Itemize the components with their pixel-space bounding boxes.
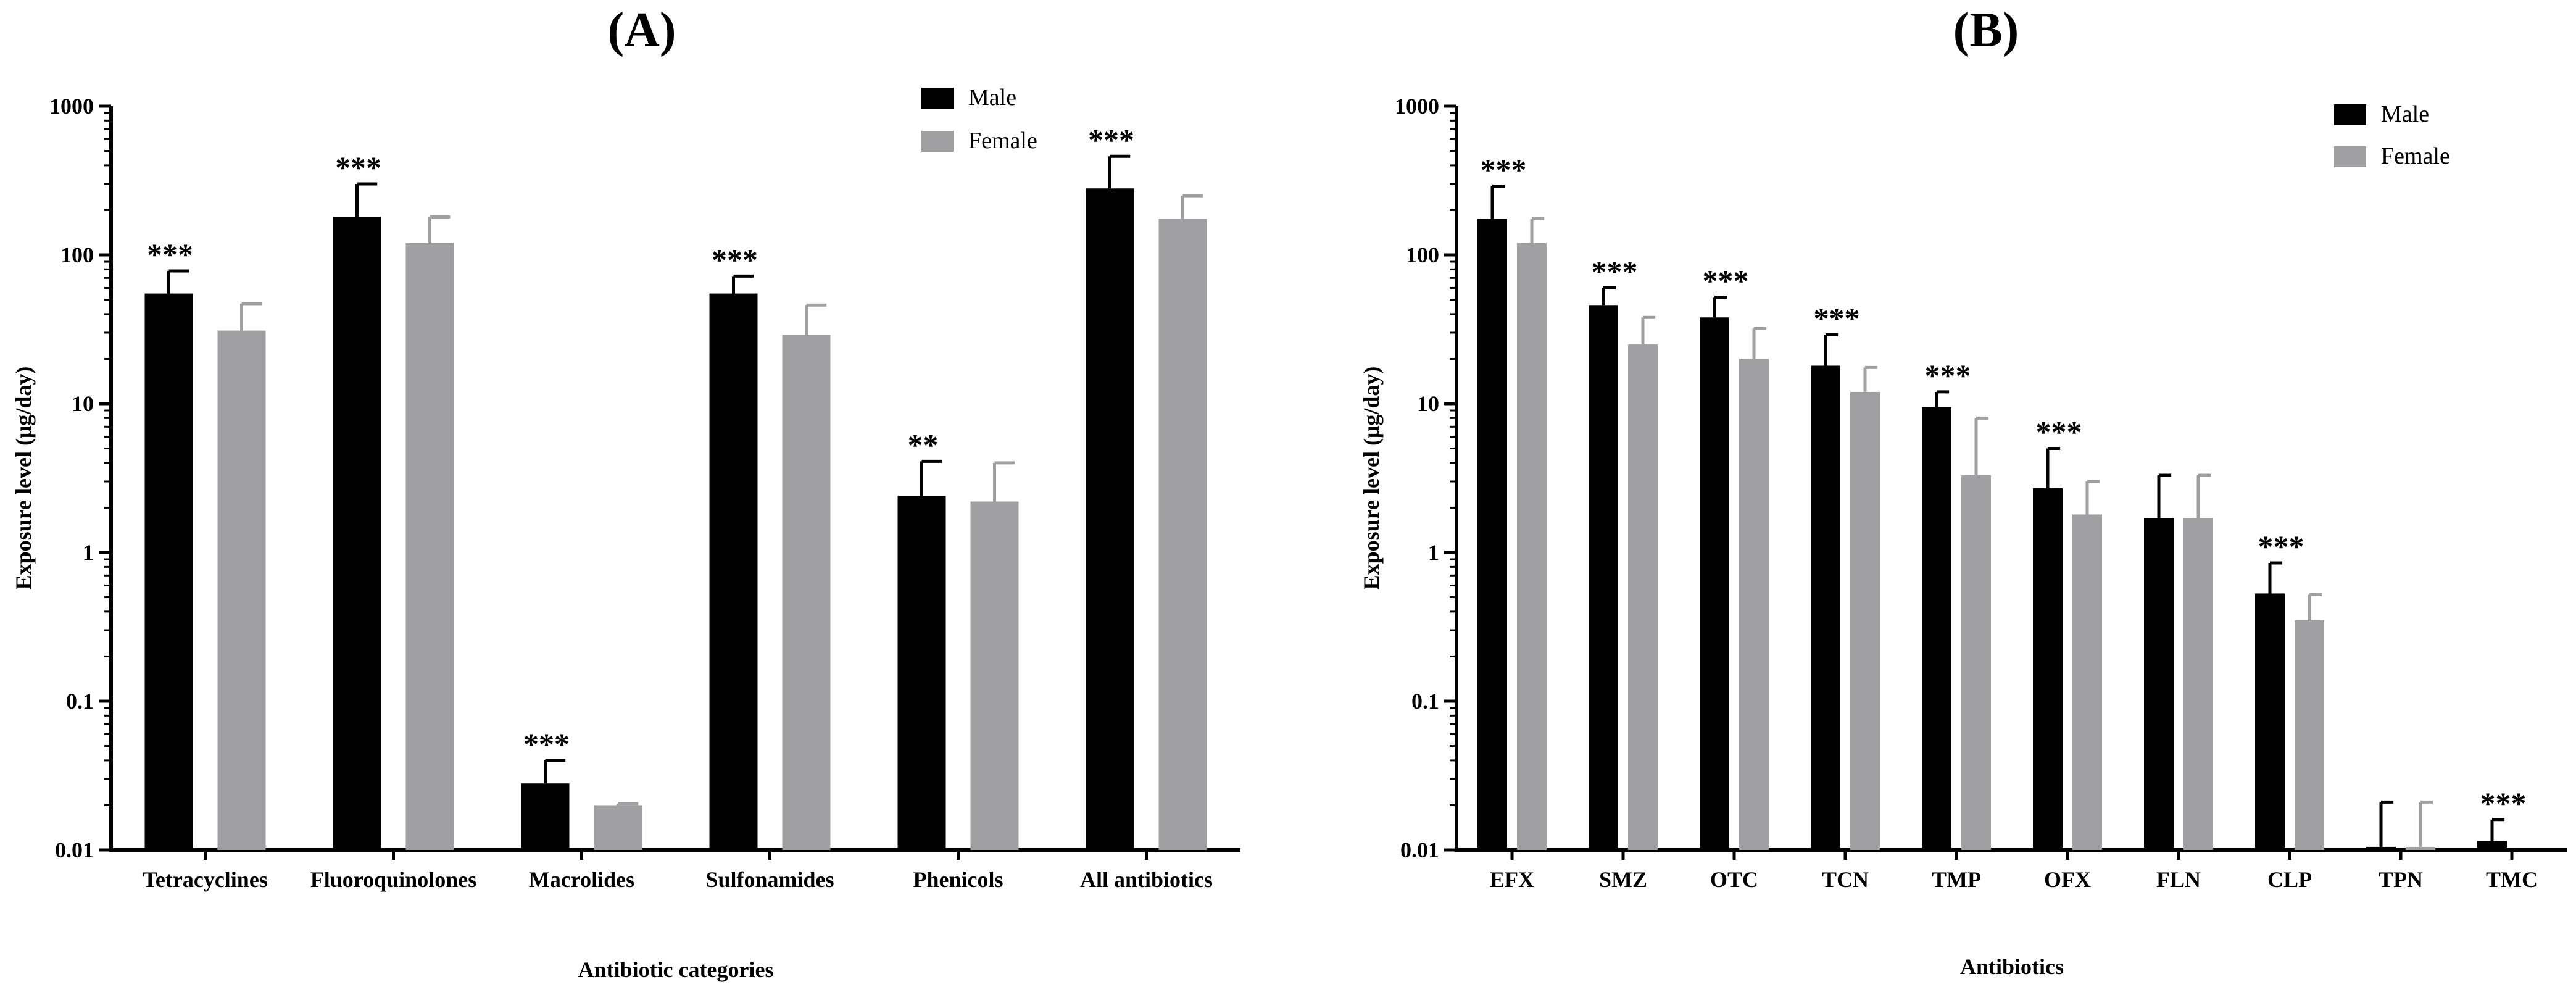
category-label: FLN <box>2156 867 2201 892</box>
category-label: OTC <box>1710 867 1758 892</box>
category-label: OFX <box>2044 867 2091 892</box>
bar-male <box>709 293 758 850</box>
category-label: All antibiotics <box>1080 867 1213 892</box>
significance-marker: *** <box>2258 529 2304 564</box>
bar-female <box>1628 344 1658 850</box>
significance-marker: *** <box>712 242 758 277</box>
bar-male <box>1811 365 1840 850</box>
category-label: Macrolides <box>529 867 634 892</box>
category-label: TMP <box>1932 867 1981 892</box>
significance-marker: *** <box>147 237 193 272</box>
category-label: TMC <box>2486 867 2538 892</box>
significance-marker: *** <box>523 726 570 761</box>
y-tick-label: 1 <box>83 540 94 565</box>
category-label: Sulfonamides <box>705 867 834 892</box>
y-tick-label: 1 <box>1428 540 1439 565</box>
legend: Male Female <box>921 85 1037 154</box>
significance-marker: *** <box>1592 254 1638 288</box>
significance-marker: *** <box>1814 301 1860 336</box>
bar-male <box>1589 305 1618 850</box>
significance-marker: *** <box>2480 786 2527 820</box>
chart-b: (B) 0.01 0.1 1 10 100 1000 Exposure level (μg/d… <box>1359 3 2567 979</box>
y-tick-label: 100 <box>1406 243 1439 267</box>
y-axis-title: Exposure level (μg/day) <box>1359 367 1384 590</box>
bar-female <box>2295 620 2324 850</box>
category-label: SMZ <box>1599 867 1647 892</box>
category-label: EFX <box>1490 867 1534 892</box>
bar-female <box>1517 243 1547 850</box>
bar-female <box>782 335 831 850</box>
significance-marker: *** <box>2036 415 2082 449</box>
bar-male <box>1700 317 1729 850</box>
category-label: Tetracyclines <box>143 867 268 892</box>
bar-male <box>1477 219 1507 850</box>
chart-a: (A) 0.01 0.1 1 10 100 1000 Exposure level (μg/d… <box>11 3 1240 982</box>
bar-male <box>2033 488 2063 850</box>
legend-label-female: Female <box>968 128 1037 154</box>
significance-marker: *** <box>1088 122 1134 157</box>
bar-female <box>217 330 266 850</box>
y-tick-label: 1000 <box>1395 94 1439 119</box>
legend-swatch-male <box>2334 104 2366 125</box>
bar-male <box>521 783 570 850</box>
panel-label: (A) <box>607 3 676 57</box>
significance-marker: *** <box>1925 358 1971 393</box>
legend-label-female: Female <box>2381 143 2450 169</box>
bar-male <box>333 217 381 850</box>
bar-male <box>897 496 946 850</box>
bar-male <box>2366 846 2396 850</box>
bar-male <box>2144 518 2174 850</box>
bar-male <box>1922 407 1951 850</box>
significance-marker: *** <box>1481 152 1527 187</box>
y-tick-label: 10 <box>1417 391 1439 416</box>
legend: Male Female <box>2334 101 2450 169</box>
bar-male <box>1086 188 1134 851</box>
significance-marker: ** <box>908 427 939 462</box>
category-label: TPN <box>2379 867 2423 892</box>
bar-male <box>2255 593 2285 850</box>
bar-female <box>1850 391 1880 850</box>
x-axis-title: Antibiotic categories <box>578 957 774 982</box>
significance-marker: *** <box>335 150 381 185</box>
significance-marker: *** <box>1703 263 1749 298</box>
bar-female <box>594 805 642 850</box>
category-label: Fluoroquinolones <box>310 867 476 892</box>
y-tick-label: 0.1 <box>1411 689 1439 714</box>
bar-female <box>1961 475 1991 850</box>
panel-label: (B) <box>1953 3 2019 57</box>
bar-male <box>144 293 193 850</box>
category-label: TCN <box>1822 867 1869 892</box>
y-tick-label: 0.01 <box>1400 838 1439 862</box>
legend-swatch-female <box>921 131 954 152</box>
bar-male <box>2477 841 2507 850</box>
bar-female <box>2072 514 2102 850</box>
y-axis-title: Exposure level (μg/day) <box>11 367 36 590</box>
legend-swatch-male <box>921 88 954 109</box>
x-axis-title: Antibiotics <box>1960 954 2064 979</box>
legend-swatch-female <box>2334 146 2366 167</box>
bar-female <box>970 501 1019 850</box>
legend-label-male: Male <box>968 85 1016 110</box>
legend-label-male: Male <box>2381 101 2429 127</box>
y-tick-label: 1000 <box>49 94 94 119</box>
bar-female <box>2183 518 2213 850</box>
y-tick-label: 0.01 <box>55 838 94 862</box>
category-label: Phenicols <box>913 867 1003 892</box>
y-tick-label: 100 <box>60 243 94 267</box>
bar-female <box>2406 846 2435 850</box>
y-tick-label: 10 <box>72 391 94 416</box>
category-label: CLP <box>2267 867 2312 892</box>
y-tick-label: 0.1 <box>66 689 94 714</box>
bar-female <box>1739 359 1769 850</box>
bar-female <box>1158 219 1207 850</box>
bar-female <box>405 243 454 850</box>
